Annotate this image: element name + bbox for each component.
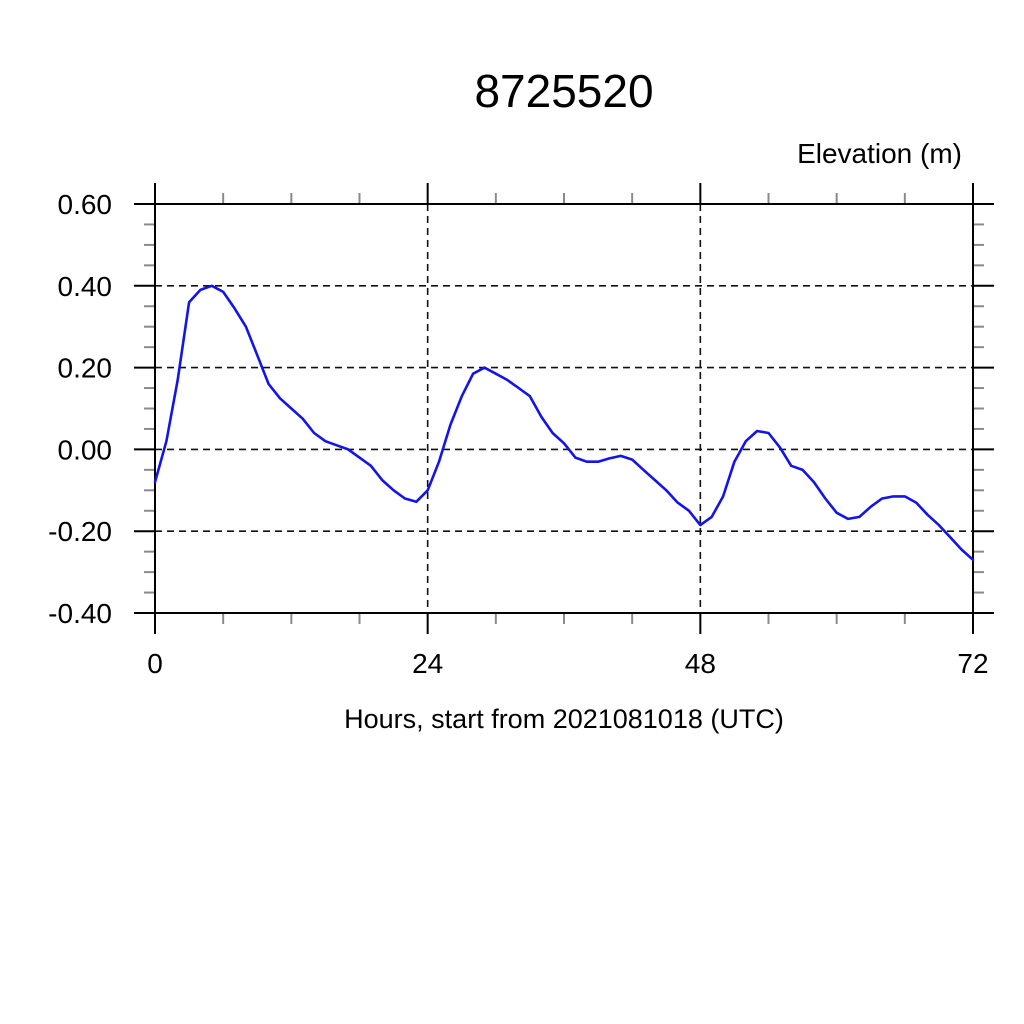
- x-axis-label: Hours, start from 2021081018 (UTC): [344, 704, 784, 734]
- plot-frame: [154, 203, 974, 614]
- x-tick-label: 0: [147, 648, 163, 679]
- x-tick-label: 24: [412, 648, 443, 679]
- elevation-series-line: [153, 284, 975, 562]
- tick-labels: 0.60 0.40 0.20 0.00 -0.20 -0.40 0 24 48 72: [48, 189, 988, 679]
- y-axis-title: Elevation (m): [797, 138, 962, 169]
- x-tick-label: 72: [957, 648, 988, 679]
- y-tick-label: 0.60: [58, 189, 113, 220]
- y-tick-label: 0.40: [58, 271, 113, 302]
- y-tick-label: -0.20: [48, 516, 112, 547]
- y-tick-label: -0.40: [48, 598, 112, 629]
- y-tick-label: 0.20: [58, 353, 113, 384]
- chart-title: 8725520: [474, 65, 653, 117]
- y-tick-label: 0.00: [58, 434, 113, 465]
- x-tick-label: 48: [685, 648, 716, 679]
- gridlines: [154, 203, 974, 614]
- axis-ticks: [134, 183, 994, 634]
